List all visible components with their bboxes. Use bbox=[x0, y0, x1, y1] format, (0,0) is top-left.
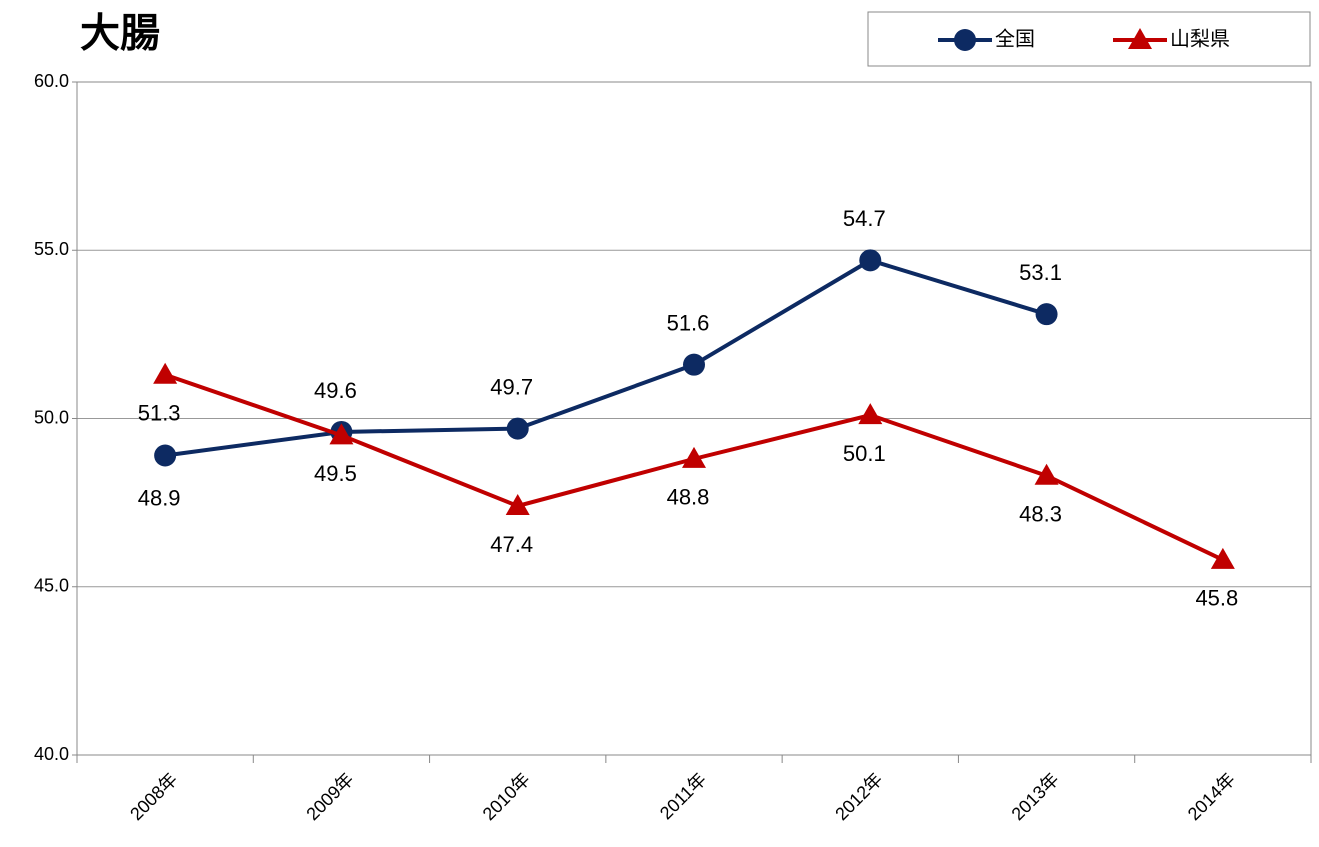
chart-title: 大腸 bbox=[80, 12, 160, 56]
data-point bbox=[154, 444, 177, 467]
data-point bbox=[1034, 463, 1059, 485]
data-label: 47.4 bbox=[490, 532, 533, 557]
data-point bbox=[506, 417, 529, 440]
data-point bbox=[505, 493, 530, 515]
y-tick-label: 55.0 bbox=[34, 239, 69, 259]
legend-label: 全国 bbox=[995, 27, 1035, 50]
x-tick-label: 2010年 bbox=[479, 769, 534, 824]
data-label: 54.7 bbox=[843, 206, 886, 231]
y-tick-label: 60.0 bbox=[34, 71, 69, 91]
series-line bbox=[164, 258, 1048, 458]
y-tick-label: 50.0 bbox=[34, 407, 69, 427]
data-point bbox=[683, 353, 705, 376]
x-tick-label: 2013年 bbox=[1008, 769, 1063, 824]
x-tick-label: 2014年 bbox=[1184, 769, 1239, 824]
y-tick-label: 45.0 bbox=[34, 576, 69, 596]
data-point bbox=[329, 423, 354, 445]
legend-box bbox=[867, 11, 1311, 67]
data-label: 45.8 bbox=[1195, 586, 1238, 611]
data-label: 53.1 bbox=[1019, 260, 1062, 285]
legend-marker bbox=[954, 29, 976, 51]
data-label: 49.7 bbox=[490, 374, 533, 399]
data-label: 49.6 bbox=[314, 378, 357, 403]
data-label: 48.8 bbox=[667, 485, 710, 510]
data-label: 50.1 bbox=[843, 441, 886, 466]
x-tick-label: 2011年 bbox=[656, 769, 710, 823]
data-point bbox=[682, 446, 706, 468]
data-label: 51.3 bbox=[138, 401, 181, 426]
data-label: 48.3 bbox=[1019, 502, 1062, 527]
data-point bbox=[1035, 303, 1058, 326]
data-point bbox=[1210, 547, 1235, 569]
data-label: 48.9 bbox=[138, 485, 181, 510]
plot-border bbox=[76, 81, 1312, 756]
x-tick-label: 2009年 bbox=[302, 769, 357, 824]
data-point bbox=[153, 362, 178, 384]
data-label: 51.6 bbox=[667, 310, 710, 335]
legend-label: 山梨県 bbox=[1170, 27, 1230, 50]
data-point bbox=[859, 249, 882, 272]
y-tick-label: 40.0 bbox=[34, 744, 69, 764]
legend-marker bbox=[1128, 28, 1152, 49]
data-point bbox=[858, 403, 883, 425]
x-tick-label: 2012年 bbox=[831, 769, 886, 824]
data-label: 49.5 bbox=[314, 461, 357, 486]
x-tick-label: 2008年 bbox=[126, 769, 181, 824]
